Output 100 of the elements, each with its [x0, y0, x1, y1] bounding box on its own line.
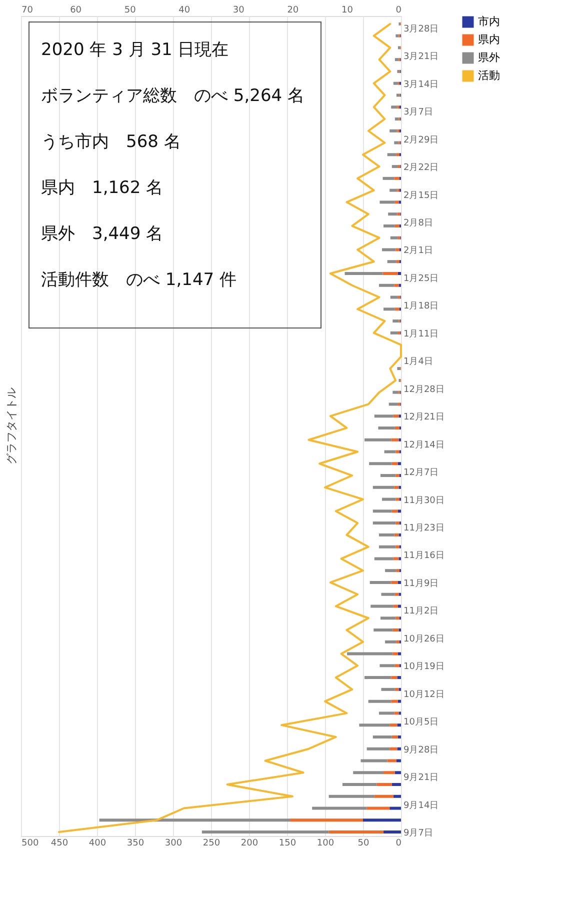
bar	[370, 604, 394, 608]
bar	[328, 830, 384, 834]
y-tick-label: 3月28日	[404, 24, 439, 34]
bar	[397, 676, 401, 680]
bar	[393, 604, 398, 608]
bar	[396, 640, 400, 644]
bar	[380, 200, 395, 204]
x2-tick-label: 50	[124, 6, 136, 16]
bar	[396, 545, 400, 548]
x2-tick-label: 20	[287, 6, 299, 16]
bar	[369, 462, 392, 466]
y-tick-label: 2月1日	[404, 246, 433, 256]
bar	[384, 224, 395, 228]
bar	[378, 284, 394, 287]
bar	[394, 712, 399, 715]
bar	[366, 806, 390, 810]
bar	[397, 747, 401, 750]
bar	[370, 580, 392, 584]
bar	[393, 557, 399, 560]
bar	[396, 474, 400, 478]
bar	[394, 533, 399, 536]
bar	[390, 129, 398, 132]
bar	[344, 272, 383, 275]
bar	[372, 486, 394, 489]
bar	[398, 462, 401, 466]
legend-label: 県外	[478, 51, 500, 64]
bar	[366, 747, 390, 750]
bar	[387, 260, 396, 264]
bar	[378, 712, 394, 715]
annotation: うち市内 568 名	[41, 132, 181, 152]
bar	[382, 248, 396, 252]
bar	[394, 58, 399, 62]
bar	[396, 522, 400, 525]
bar	[396, 34, 399, 38]
legend-label: 市内	[478, 15, 500, 28]
bar	[99, 818, 290, 822]
bar	[378, 533, 394, 536]
bar	[398, 700, 401, 703]
y-tick-label: 9月21日	[404, 773, 439, 784]
x2-tick-label: 70	[22, 6, 34, 16]
x-tick-label: 250	[202, 838, 220, 848]
bar	[353, 771, 384, 774]
bar	[396, 260, 400, 264]
bar	[381, 592, 395, 596]
bar	[388, 212, 398, 216]
bar	[382, 176, 394, 180]
bar	[376, 783, 392, 786]
bar	[387, 759, 396, 762]
bar	[359, 724, 390, 727]
bar	[364, 438, 392, 442]
bar	[396, 569, 400, 572]
x2-tick-label: 10	[341, 6, 354, 16]
y-tick-label: 9月14日	[404, 800, 439, 811]
y-tick-label: 11月16日	[404, 551, 444, 562]
y-tick-label: 10月12日	[404, 690, 444, 700]
bar	[393, 794, 401, 798]
y-tick-label: 1月25日	[404, 274, 439, 284]
bar	[391, 438, 399, 442]
x-tick-label: 300	[164, 838, 182, 848]
y-tick-label: 1月18日	[404, 302, 439, 312]
bar	[347, 652, 393, 656]
y-tick-label: 2月15日	[404, 190, 439, 201]
bar	[394, 486, 399, 489]
x2-tick-label: 40	[178, 6, 190, 16]
bar	[394, 200, 399, 204]
bar	[391, 676, 398, 680]
x-tick-label: 200	[240, 838, 258, 848]
bar	[398, 735, 401, 738]
bar	[394, 176, 400, 180]
bar	[391, 106, 398, 109]
y-tick-label: 3月14日	[404, 80, 439, 90]
text: グラフタイトル	[5, 388, 18, 464]
bar	[385, 569, 396, 572]
x2-tick-label: 0	[396, 6, 402, 16]
x2-tick-label: 60	[70, 6, 82, 16]
bar	[394, 308, 400, 311]
bar	[368, 700, 392, 703]
bar	[384, 450, 396, 454]
bar	[397, 724, 401, 727]
bar	[393, 414, 399, 418]
bar	[398, 272, 401, 275]
annotation: 県内 1,162 名	[41, 178, 164, 198]
bar	[393, 82, 398, 85]
bar	[390, 296, 398, 299]
bar	[380, 616, 396, 620]
bar	[342, 783, 377, 786]
bar	[394, 592, 399, 596]
annotation: 活動件数 のべ 1,147 件	[41, 270, 236, 290]
bar	[380, 474, 396, 478]
bar	[374, 414, 394, 418]
bar	[364, 676, 392, 680]
bar	[380, 664, 395, 668]
bar	[396, 498, 400, 501]
x-tick-label: 500	[22, 838, 39, 848]
bar	[396, 248, 400, 252]
bar	[398, 604, 401, 608]
y-tick-label: 11月30日	[404, 496, 444, 506]
x-tick-label: 450	[50, 838, 68, 848]
bar	[382, 498, 396, 501]
bar	[396, 153, 400, 156]
